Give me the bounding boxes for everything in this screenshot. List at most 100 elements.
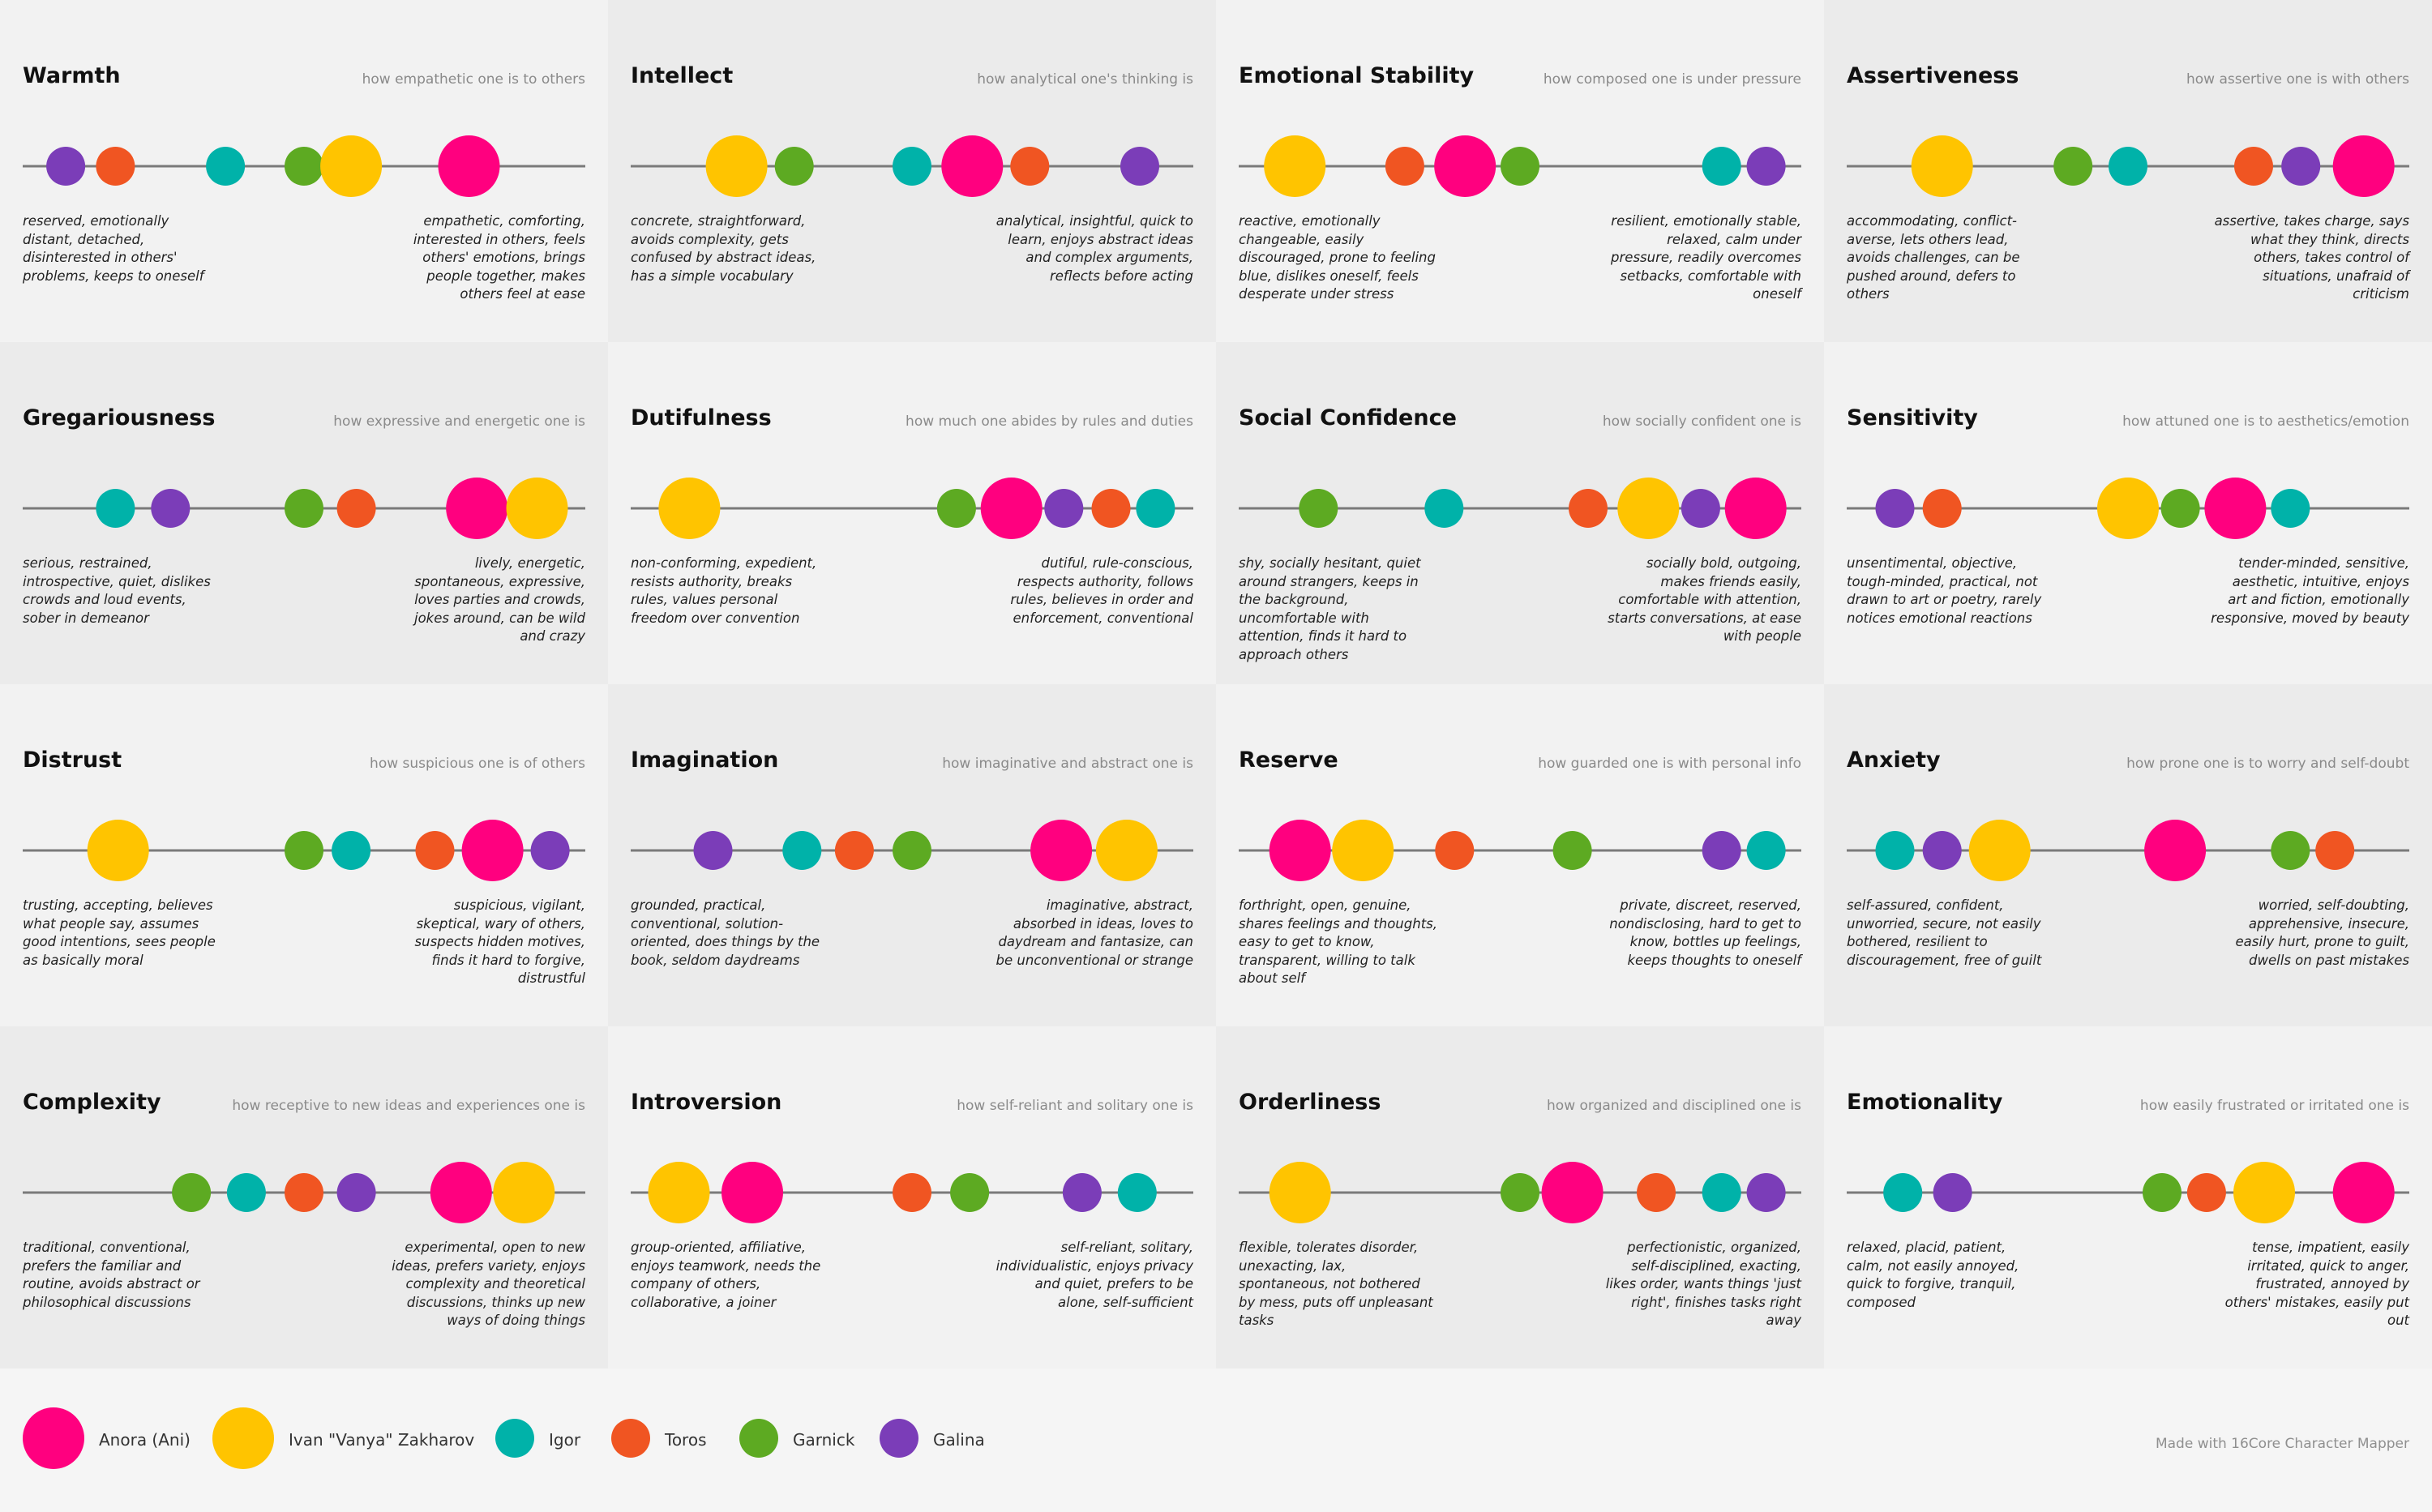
trait-low-description: self-assured, confident, unworried, secu…: [1847, 897, 2042, 968]
trait-low-description: serious, restrained, introspective, quie…: [23, 555, 211, 626]
data-point-ani: [941, 135, 1004, 197]
trait-low-description: flexible, tolerates disorder, unexacting…: [1239, 1240, 1433, 1328]
trait-subtitle: how assertive one is with others: [2186, 71, 2409, 88]
trait-panel: Intellect how analytical one's thinking i…: [608, 0, 1216, 342]
data-point-toros: [1435, 831, 1475, 870]
data-point-galina: [1746, 1173, 1786, 1212]
trait-high-description: tense, impatient, easily irritated, quic…: [2224, 1240, 2409, 1328]
trait-title: Anxiety: [1847, 747, 1941, 773]
data-point-toros: [1010, 147, 1050, 186]
trait-track: [631, 1162, 1193, 1223]
trait-title: Introversion: [631, 1090, 782, 1115]
trait-subtitle: how empathetic one is to others: [362, 71, 585, 88]
data-point-igor: [1875, 831, 1915, 870]
trait-high-description: self-reliant, solitary, individualistic,…: [995, 1240, 1193, 1310]
data-point-igor: [1883, 1173, 1923, 1212]
trait-subtitle: how suspicious one is of others: [370, 756, 585, 772]
trait-subtitle: how attuned one is to aesthetics/emotion: [2122, 413, 2409, 430]
legend-dot-toros: [611, 1419, 650, 1458]
trait-title: Social Confidence: [1239, 405, 1457, 430]
data-point-galina: [530, 831, 570, 870]
trait-subtitle: how organized and disciplined one is: [1547, 1098, 1801, 1114]
data-point-toros: [2234, 147, 2273, 186]
trait-subtitle: how self-reliant and solitary one is: [957, 1098, 1193, 1114]
trait-title: Imagination: [631, 747, 779, 773]
trait-high-description: assertive, takes charge, says what they …: [2214, 213, 2409, 302]
data-point-toros: [1385, 147, 1424, 186]
trait-title: Distrust: [23, 747, 122, 773]
data-point-galina: [1933, 1173, 1972, 1212]
trait-panel: Introversion how self-reliant and solitar…: [608, 1026, 1216, 1369]
data-point-toros: [1569, 489, 1608, 528]
data-point-ani: [1269, 820, 1331, 881]
data-point-ani: [1724, 478, 1787, 539]
data-point-galina: [1702, 831, 1741, 870]
trait-subtitle: how guarded one is with personal info: [1538, 756, 1801, 772]
trait-panel: Sensitivity how attuned one is to aesthet…: [1824, 342, 2432, 684]
data-point-ani: [2144, 820, 2207, 881]
data-point-galina: [1922, 831, 1962, 870]
trait-subtitle: how composed one is under pressure: [1543, 71, 1801, 88]
trait-track: [1847, 1162, 2409, 1223]
legend-dot-igor: [495, 1419, 534, 1458]
trait-low-description: trusting, accepting, believes what peopl…: [23, 897, 216, 968]
trait-track: [1847, 135, 2409, 197]
trait-low-description: concrete, straightforward, avoids comple…: [631, 213, 816, 284]
legend: Anora (Ani) Ivan "Vanya" Zakharov Igor Toro…: [0, 1369, 2432, 1512]
data-point-garnick: [1501, 1173, 1539, 1212]
data-point-igor: [226, 1173, 266, 1212]
data-point-ani: [980, 478, 1043, 539]
trait-grid: Warmth how empathetic one is to others res…: [0, 0, 2432, 1369]
data-point-vanya: [648, 1162, 710, 1223]
data-point-vanya: [87, 820, 149, 881]
data-point-igor: [1702, 1173, 1741, 1212]
trait-panel: Orderliness how organized and disciplined…: [1216, 1026, 1824, 1369]
trait-track: [631, 820, 1193, 881]
data-point-toros: [285, 1173, 323, 1212]
trait-high-description: empathetic, comforting, interested in ot…: [413, 213, 585, 302]
data-point-galina: [1875, 489, 1915, 528]
data-point-toros: [2186, 1173, 2226, 1212]
legend-label: Garnick: [793, 1430, 855, 1450]
data-point-ani: [2204, 478, 2267, 539]
data-point-garnick: [950, 1173, 990, 1212]
trait-title: Reserve: [1239, 747, 1338, 773]
trait-high-description: suspicious, vigilant, skeptical, wary of…: [414, 897, 585, 986]
data-point-garnick: [1552, 831, 1592, 870]
trait-title: Intellect: [631, 63, 734, 88]
trait-subtitle: how expressive and energetic one is: [333, 413, 585, 430]
data-point-galina: [151, 489, 191, 528]
data-point-garnick: [2271, 831, 2310, 870]
data-point-ani: [2332, 1162, 2395, 1223]
data-point-vanya: [1095, 820, 1158, 881]
data-point-toros: [415, 831, 455, 870]
trait-low-description: unsentimental, objective, tough-minded, …: [1847, 555, 2042, 626]
data-point-garnick: [2143, 1173, 2182, 1212]
trait-subtitle: how receptive to new ideas and experienc…: [232, 1098, 585, 1114]
data-point-toros: [893, 1173, 931, 1212]
trait-panel: Emotional Stability how composed one is u…: [1216, 0, 1824, 342]
legend-dot-garnick: [739, 1419, 778, 1458]
trait-title: Emotional Stability: [1239, 63, 1475, 88]
trait-high-description: worried, self-doubting, apprehensive, in…: [2235, 897, 2409, 968]
data-point-galina: [1044, 489, 1084, 528]
trait-panel: Complexity how receptive to new ideas and…: [0, 1026, 608, 1369]
data-point-toros: [336, 489, 376, 528]
trait-high-description: perfectionistic, organized, self-discipl…: [1605, 1240, 1801, 1328]
data-point-garnick: [893, 831, 931, 870]
data-point-ani: [438, 135, 500, 197]
data-point-garnick: [2160, 489, 2200, 528]
data-point-vanya: [1968, 820, 2031, 881]
data-point-igor: [1702, 147, 1741, 186]
data-point-garnick: [285, 831, 323, 870]
trait-subtitle: how easily frustrated or irritated one i…: [2139, 1098, 2409, 1114]
trait-title: Emotionality: [1847, 1090, 2003, 1115]
trait-track: [631, 478, 1193, 539]
data-point-igor: [1424, 489, 1464, 528]
data-point-vanya: [1269, 1162, 1331, 1223]
trait-subtitle: how analytical one's thinking is: [977, 71, 1193, 88]
trait-panel: Emotionality how easily frustrated or irr…: [1824, 1026, 2432, 1369]
data-point-ani: [1541, 1162, 1603, 1223]
legend-label: Galina: [933, 1430, 985, 1450]
trait-low-description: shy, socially hesitant, quiet around str…: [1239, 555, 1421, 662]
